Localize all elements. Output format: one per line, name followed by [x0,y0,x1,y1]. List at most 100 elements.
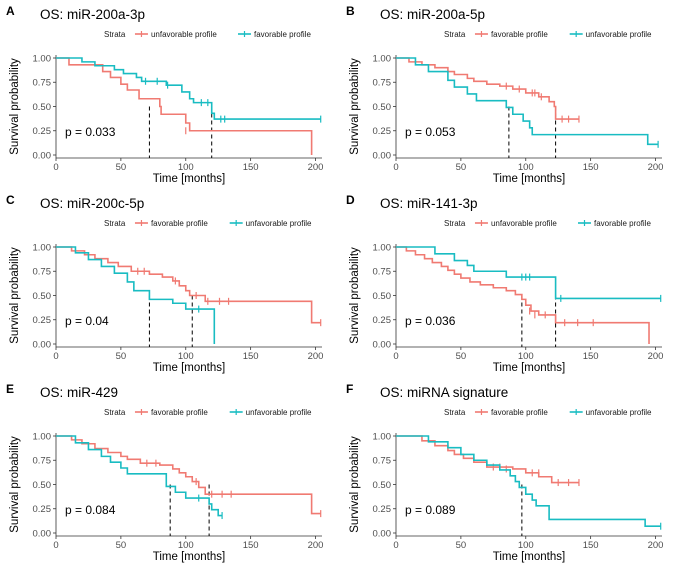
y-tick-label: 0.75 [373,267,392,278]
x-axis-title: Time [months] [493,362,565,374]
y-tick-label: 0.50 [373,102,392,113]
x-tick-label: 50 [116,540,127,551]
x-tick-label: 100 [178,540,194,551]
survival-curve [396,435,661,528]
y-tick-label: 1.00 [373,242,392,253]
x-axis-title: Time [months] [153,551,225,563]
y-axis-title: Survival probability [349,58,361,155]
y-tick-label: 0.75 [373,456,392,467]
legend-label: unfavorable profile [491,219,557,228]
p-value: p = 0.089 [405,503,456,517]
chart-title: OS: miR-141-3p [380,196,478,211]
panel-f: F OS: miRNA signature Strata favorable prof… [346,382,663,563]
chart-title: OS: miR-200a-3p [40,7,145,22]
x-tick-label: 0 [53,351,58,362]
y-tick-label: 0.50 [373,480,392,491]
x-tick-label: 100 [518,540,534,551]
chart-title: OS: miRNA signature [380,385,508,400]
y-tick-label: 0.25 [33,504,52,515]
legend-label: favorable profile [594,219,651,228]
x-tick-label: 0 [393,351,398,362]
x-tick-label: 150 [583,351,599,362]
legend-title: Strata [444,30,466,39]
legend-label: favorable profile [491,30,548,39]
x-tick-label: 100 [518,351,534,362]
x-axis-title: Time [months] [493,551,565,563]
y-tick-label: 0.50 [33,102,52,113]
y-tick-label: 0.50 [33,291,52,302]
legend-label: favorable profile [254,30,311,39]
x-tick-label: 50 [456,162,467,173]
y-axis-title: Survival probability [9,436,21,533]
y-tick-label: 0.50 [373,291,392,302]
survival-curve [396,435,579,484]
panel-letter: A [6,4,15,18]
y-tick-label: 1.00 [373,53,392,64]
legend-label: favorable profile [491,408,548,417]
x-tick-label: 0 [393,540,398,551]
x-tick-label: 200 [308,351,324,362]
legend-title: Strata [444,219,466,228]
y-tick-label: 1.00 [33,242,52,253]
y-tick-label: 0.00 [33,150,52,161]
y-tick-label: 0.00 [33,528,52,539]
survival-curve [56,246,321,324]
legend-title: Strata [104,30,126,39]
y-tick-label: 0.75 [33,456,52,467]
y-tick-label: 0.75 [33,267,52,278]
x-tick-label: 200 [308,540,324,551]
panel-letter: D [346,193,355,207]
x-tick-label: 0 [393,162,398,173]
y-tick-label: 0.00 [373,150,392,161]
p-value: p = 0.04 [65,314,109,328]
x-tick-label: 0 [53,162,58,173]
y-tick-label: 1.00 [373,431,392,442]
x-tick-label: 0 [53,540,58,551]
x-tick-label: 150 [243,351,259,362]
y-tick-label: 0.75 [373,78,392,89]
p-value: p = 0.084 [65,503,116,517]
legend-label: unfavorable profile [246,408,312,417]
y-tick-label: 0.00 [373,339,392,350]
survival-curve [56,246,216,344]
x-tick-label: 100 [178,351,194,362]
legend-label: unfavorable profile [246,219,312,228]
x-tick-label: 200 [648,540,664,551]
chart-title: OS: miR-200a-5p [380,7,485,22]
y-tick-label: 0.50 [33,480,52,491]
x-tick-label: 50 [456,540,467,551]
legend-title: Strata [444,408,466,417]
y-tick-label: 1.00 [33,53,52,64]
y-tick-label: 0.25 [373,504,392,515]
survival-curve [56,57,321,120]
legend-label: favorable profile [151,408,208,417]
panel-a: A OS: miR-200a-3p Strata unfavorable profil… [6,4,323,185]
y-tick-label: 0.00 [373,528,392,539]
x-tick-label: 150 [583,162,599,173]
y-axis-title: Survival probability [349,436,361,533]
p-value: p = 0.053 [405,125,456,139]
legend-label: unfavorable profile [151,30,217,39]
x-tick-label: 150 [243,540,259,551]
y-tick-label: 0.25 [373,126,392,137]
y-tick-label: 0.25 [33,126,52,137]
y-tick-label: 0.00 [33,339,52,350]
y-axis-title: Survival probability [349,247,361,344]
panel-letter: F [346,382,353,396]
survival-curve [396,246,661,300]
panel-letter: B [346,4,355,18]
legend-title: Strata [104,408,126,417]
x-axis-title: Time [months] [493,173,565,185]
x-axis-title: Time [months] [153,362,225,374]
p-value: p = 0.036 [405,314,456,328]
x-tick-label: 150 [243,162,259,173]
y-tick-label: 0.25 [33,315,52,326]
x-tick-label: 200 [648,162,664,173]
x-tick-label: 150 [583,540,599,551]
p-value: p = 0.033 [65,125,116,139]
x-tick-label: 50 [456,351,467,362]
x-tick-label: 50 [116,351,127,362]
chart-title: OS: miR-200c-5p [40,196,144,211]
survival-curve [396,246,650,344]
